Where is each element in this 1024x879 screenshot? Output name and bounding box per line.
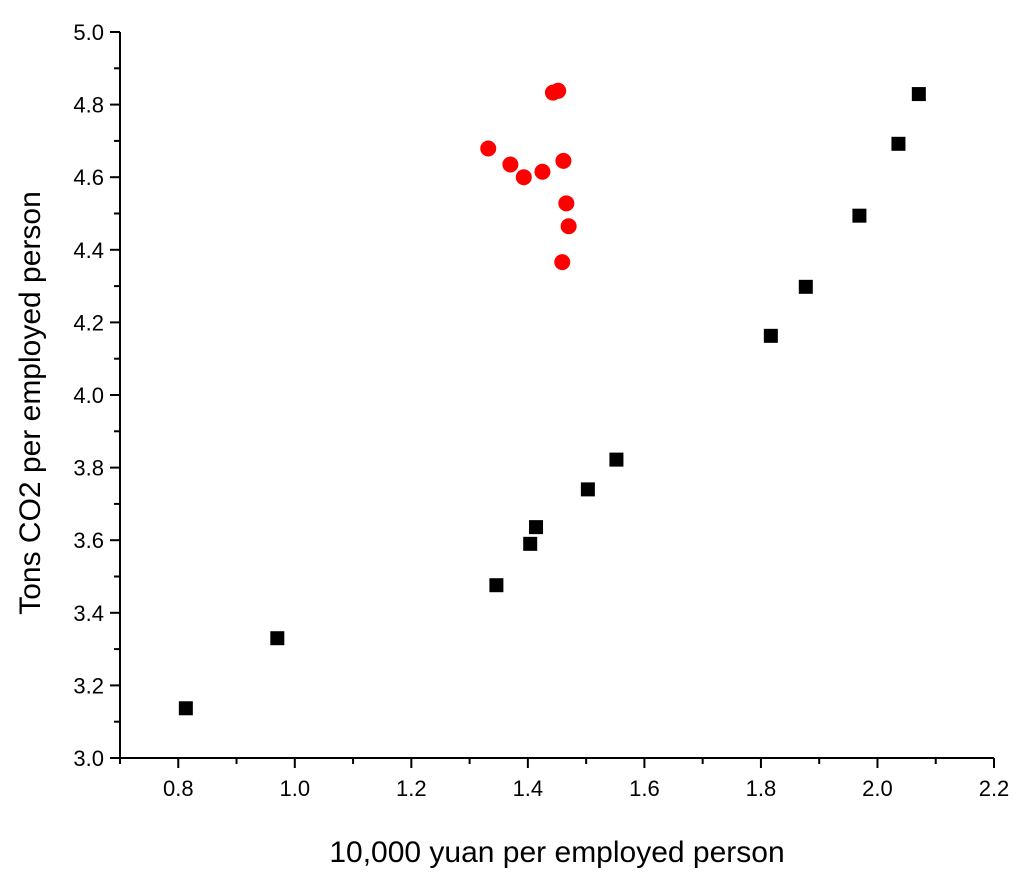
x-tick-label: 1.6 <box>629 776 660 801</box>
x-tick-label: 1.2 <box>396 776 427 801</box>
circle-point <box>480 140 497 157</box>
y-tick-label: 3.2 <box>73 673 104 698</box>
square-point <box>798 279 813 294</box>
x-tick-label: 0.8 <box>163 776 194 801</box>
y-tick-label: 3.8 <box>73 456 104 481</box>
square-point <box>529 520 544 535</box>
x-tick-label: 1.4 <box>513 776 544 801</box>
x-axis-title: 10,000 yuan per employed person <box>329 836 784 869</box>
circle-point <box>560 218 577 235</box>
y-axis-title: Tons CO2 per employed person <box>14 191 47 615</box>
y-axis-ticks: 3.0 3.2 3.4 3.6 3.8 4.0 4.2 4.4 4.6 4.8 5.0 <box>73 20 120 771</box>
y-tick-label: 4.8 <box>73 93 104 118</box>
y-tick-label: 4.2 <box>73 310 104 335</box>
square-point <box>891 136 906 151</box>
square-point <box>580 482 595 497</box>
square-point <box>489 578 504 593</box>
axes <box>119 32 994 759</box>
x-tick-label: 2.0 <box>862 776 893 801</box>
x-tick-label: 1.8 <box>746 776 777 801</box>
circle-point <box>515 169 532 186</box>
y-tick-label: 5.0 <box>73 20 104 45</box>
square-point <box>178 701 193 716</box>
x-axis-ticks: 0.8 1.0 1.2 1.4 1.6 1.8 2.0 2.2 <box>119 758 1010 801</box>
square-point <box>852 208 867 223</box>
series-circle <box>480 82 577 271</box>
y-tick-label: 3.6 <box>73 528 104 553</box>
y-tick-label: 3.4 <box>73 601 104 626</box>
square-point <box>763 328 778 343</box>
series-square <box>178 87 926 716</box>
circle-point <box>534 163 551 180</box>
circle-point <box>555 152 572 169</box>
circle-point <box>558 195 575 212</box>
circle-point <box>502 156 519 173</box>
circle-point <box>550 82 567 99</box>
square-point <box>911 87 926 102</box>
x-tick-label: 1.0 <box>280 776 311 801</box>
y-tick-label: 4.6 <box>73 165 104 190</box>
x-tick-label: 2.2 <box>979 776 1010 801</box>
circle-point <box>554 254 571 271</box>
square-point <box>609 452 624 467</box>
square-point <box>523 536 538 551</box>
square-point <box>270 631 285 646</box>
y-tick-label: 4.4 <box>73 238 104 263</box>
data-points <box>178 82 926 716</box>
y-tick-label: 3.0 <box>73 746 104 771</box>
y-tick-label: 4.0 <box>73 383 104 408</box>
